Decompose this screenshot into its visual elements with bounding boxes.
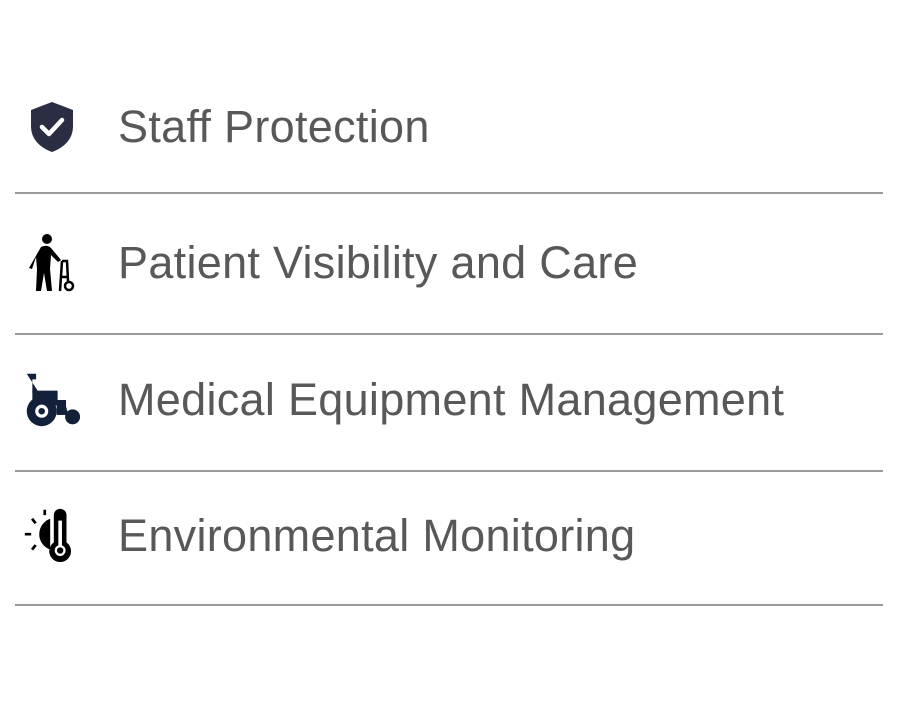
sun-thermometer-icon	[23, 507, 81, 565]
item-label: Environmental Monitoring	[118, 510, 636, 561]
item-label: Medical Equipment Management	[118, 374, 785, 425]
list-item-medical-equipment[interactable]: Medical Equipment Management	[15, 370, 883, 430]
elderly-walker-icon	[23, 234, 81, 292]
divider	[15, 604, 883, 606]
divider	[15, 192, 883, 194]
list-item-staff-protection[interactable]: Staff Protection	[15, 97, 883, 157]
divider	[15, 333, 883, 335]
item-label: Patient Visibility and Care	[118, 237, 639, 288]
list-item-environmental-monitoring[interactable]: Environmental Monitoring	[15, 506, 883, 566]
item-label: Staff Protection	[118, 101, 430, 152]
shield-check-icon	[23, 98, 81, 156]
list-item-patient-visibility[interactable]: Patient Visibility and Care	[15, 233, 883, 293]
divider	[15, 470, 883, 472]
wheelchair-icon	[23, 371, 81, 429]
